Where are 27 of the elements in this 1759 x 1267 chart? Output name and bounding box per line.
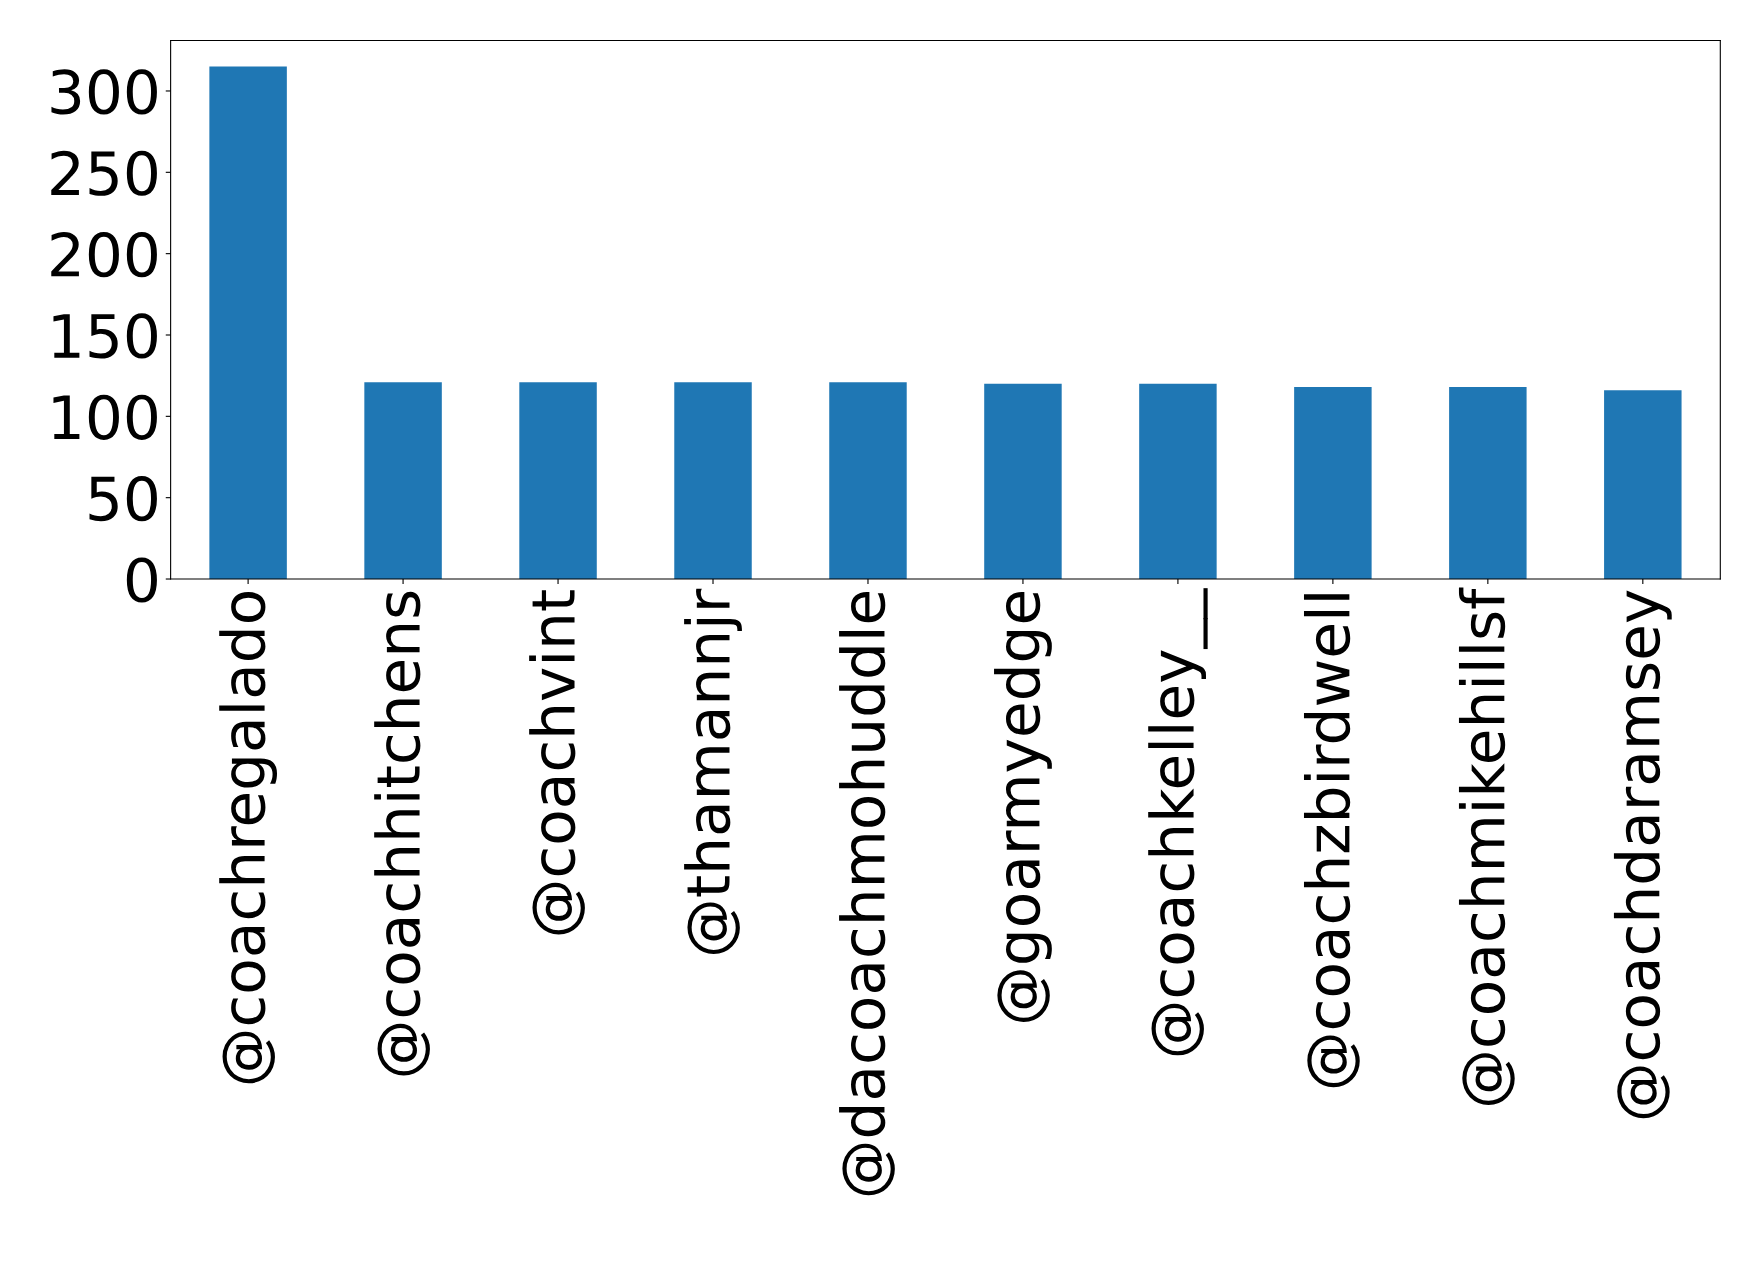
y-tick-label: 300 bbox=[51, 69, 157, 115]
bar bbox=[1604, 390, 1682, 580]
x-tick-label: @coachhitchens bbox=[374, 591, 430, 1076]
y-tick-label: 0 bbox=[126, 557, 157, 603]
x-tick-label: @coachvint bbox=[529, 590, 585, 935]
x-tick-label: @goarmyedge bbox=[994, 591, 1052, 1022]
y-tick-label: 200 bbox=[51, 232, 157, 278]
bar bbox=[364, 382, 442, 580]
x-tick-label: @coachzbirdwell bbox=[1303, 594, 1360, 1088]
bar bbox=[1294, 387, 1372, 580]
bar bbox=[829, 382, 907, 580]
bar bbox=[984, 383, 1062, 580]
x-tick-label: @coachmikehillsf bbox=[1458, 587, 1515, 1105]
bar bbox=[1139, 383, 1217, 580]
y-tick-label: 250 bbox=[51, 150, 157, 196]
x-tick-label: @coachdaramsey bbox=[1613, 590, 1672, 1119]
x-tick-label: @dacoachmohuddle bbox=[839, 591, 895, 1196]
y-tick-label: 50 bbox=[89, 476, 157, 522]
bar bbox=[674, 382, 752, 580]
bar bbox=[519, 382, 597, 580]
bar bbox=[209, 66, 287, 580]
y-tick-label: 150 bbox=[53, 313, 157, 359]
x-tick-label: @coachkelley__ bbox=[1148, 588, 1208, 1056]
x-tick-label: @thamannjr bbox=[684, 588, 742, 954]
x-tick-label: @coachregalado bbox=[219, 592, 278, 1084]
bar bbox=[1449, 387, 1527, 580]
y-tick-label: 100 bbox=[53, 394, 157, 440]
